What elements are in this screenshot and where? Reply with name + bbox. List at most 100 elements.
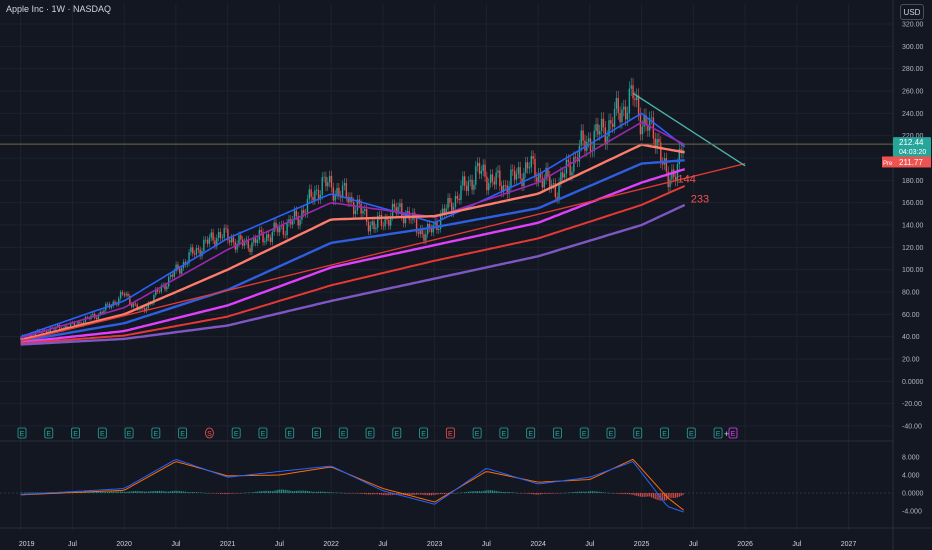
- candle: [560, 172, 562, 183]
- macd-histogram-bar: [247, 492, 249, 494]
- candle: [147, 302, 150, 308]
- macd-histogram-bar: [279, 489, 281, 493]
- candle: [667, 171, 669, 188]
- candle: [31, 335, 33, 337]
- macd-histogram-bar: [386, 493, 388, 496]
- candle: [323, 176, 325, 178]
- macd-histogram-bar: [197, 492, 199, 493]
- candle: [608, 120, 610, 137]
- macd-histogram-bar: [153, 491, 155, 493]
- macd-histogram-bar: [478, 491, 481, 493]
- candle: [528, 167, 531, 169]
- macd-histogram-bar: [541, 493, 543, 495]
- candle: [299, 219, 301, 226]
- macd-histogram-bar: [625, 493, 627, 495]
- candle: [347, 196, 349, 203]
- macd-histogram-bar: [639, 493, 642, 497]
- macd-histogram-bar: [576, 491, 579, 493]
- macd-histogram-bar: [547, 493, 549, 494]
- currency-button[interactable]: USD: [900, 4, 924, 20]
- macd-histogram-bar: [34, 492, 37, 493]
- macd-histogram-bar: [602, 492, 605, 493]
- candle: [599, 131, 601, 135]
- earnings-marker: [365, 427, 375, 439]
- candle: [249, 248, 251, 252]
- y-tick-label: 260.00: [902, 89, 924, 96]
- macd-histogram-bar: [545, 493, 547, 494]
- macd-histogram-bar: [391, 493, 394, 496]
- x-tick-label: 2026: [737, 541, 753, 548]
- x-tick-label: Jul: [275, 541, 284, 548]
- candle: [119, 292, 122, 299]
- candle: [319, 194, 322, 200]
- candle: [636, 95, 638, 101]
- earnings-marker-label: E: [421, 431, 426, 438]
- macd-histogram-bar: [332, 492, 334, 493]
- macd-histogram-bar: [236, 493, 238, 494]
- candle: [238, 235, 240, 244]
- macd-histogram-bar: [530, 493, 532, 495]
- macd-histogram-bar: [673, 493, 675, 498]
- candle: [297, 216, 299, 226]
- candle: [465, 185, 468, 191]
- macd-histogram-bar: [84, 492, 87, 493]
- macd-histogram-bar: [316, 491, 318, 493]
- candle: [134, 303, 137, 305]
- macd-histogram-bar: [419, 493, 421, 495]
- macd-histogram-bar: [440, 493, 442, 495]
- macd-histogram-bar: [312, 491, 314, 493]
- earnings-marker-label: E: [20, 431, 25, 438]
- candle: [626, 112, 629, 120]
- candle: [515, 173, 518, 180]
- candle: [365, 209, 368, 222]
- macd-histogram-bar: [173, 490, 175, 493]
- candle: [345, 183, 347, 197]
- candle: [451, 202, 453, 213]
- candle: [534, 158, 536, 178]
- macd-histogram-bar: [362, 493, 364, 494]
- y-tick-label: 40.00: [902, 334, 920, 341]
- candle: [486, 176, 488, 191]
- candle: [471, 179, 473, 190]
- candle: [573, 156, 575, 172]
- earnings-marker-label: E: [475, 431, 480, 438]
- macd-histogram-bar: [317, 491, 320, 493]
- macd-histogram-bar: [288, 490, 290, 493]
- candle: [145, 307, 148, 312]
- candle: [512, 169, 514, 171]
- macd-histogram-bar: [543, 493, 545, 494]
- macd-histogram-bar: [256, 491, 259, 493]
- earnings-marker: [17, 427, 27, 439]
- macd-histogram-bar: [473, 491, 475, 493]
- candle: [493, 181, 495, 185]
- macd-histogram-bar: [219, 493, 222, 494]
- macd-histogram-bar: [674, 493, 677, 498]
- candle: [367, 221, 370, 232]
- candle: [563, 173, 566, 178]
- macd-histogram-bar: [168, 491, 170, 493]
- candle: [95, 317, 98, 320]
- candle: [488, 183, 490, 191]
- macd-y-tick-label: 0.0000: [902, 491, 924, 498]
- macd-histogram-bar: [569, 492, 571, 493]
- candle: [467, 181, 470, 191]
- candle: [580, 130, 582, 146]
- candle: [328, 175, 331, 183]
- macd-histogram-bar: [369, 493, 371, 495]
- candle: [227, 228, 229, 241]
- macd-histogram-bar: [515, 492, 518, 494]
- earnings-marker-label: E: [716, 431, 721, 438]
- macd-histogram-bar: [195, 492, 198, 493]
- candle: [478, 162, 481, 174]
- candle: [106, 303, 109, 305]
- macd-histogram-bar: [654, 493, 656, 500]
- macd-histogram-bar: [447, 493, 449, 494]
- macd-histogram-bar: [190, 492, 192, 493]
- candle: [463, 176, 466, 186]
- candle: [582, 130, 584, 141]
- macd-histogram-bar: [486, 490, 488, 493]
- macd-histogram-bar: [134, 491, 136, 493]
- macd-histogram-bar: [454, 493, 457, 494]
- candle: [554, 183, 557, 198]
